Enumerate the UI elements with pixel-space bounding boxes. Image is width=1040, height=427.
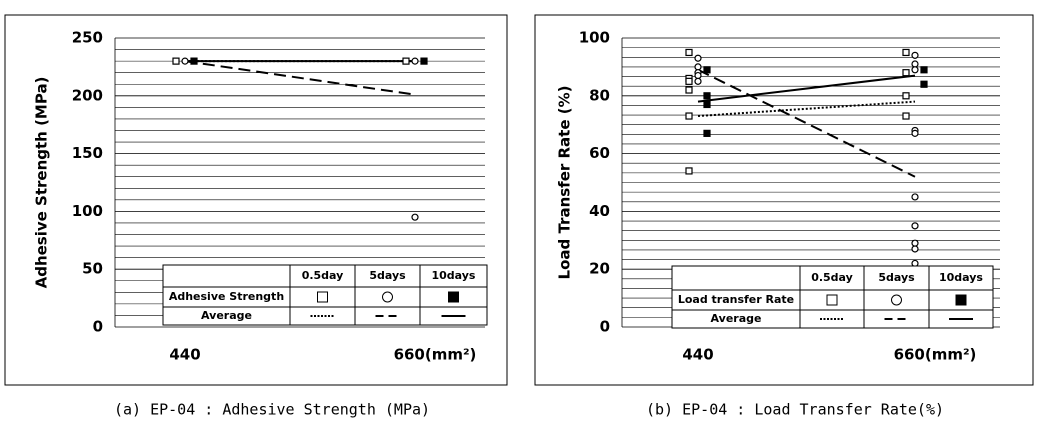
legend-symbol [891,294,902,306]
legend-symbol [448,291,459,303]
y-tick-label: 40 [589,202,610,220]
x-tick-label: 660(mm²) [894,346,977,364]
data-point [902,48,910,57]
data-point [694,54,702,62]
data-point [694,63,702,71]
data-point [703,66,711,74]
data-point [190,57,198,65]
data-point [703,129,711,137]
data-point [703,100,711,109]
y-tick-label: 20 [589,260,610,278]
data-point [685,112,693,120]
y-tick-label: 80 [589,86,610,104]
y-tick-label: 150 [72,144,103,162]
data-point [911,193,919,201]
y-axis-title: Load Transfer Rate (%) [556,86,574,280]
legend-label: 10days [939,271,983,284]
data-point [703,92,711,100]
y-tick-label: 60 [589,144,610,162]
data-point [911,129,919,137]
data-point [902,69,910,77]
y-tick-label: 200 [72,86,103,104]
data-point [420,57,428,65]
data-point [685,48,693,57]
legend-label: 10days [432,269,476,282]
data-point [685,167,693,175]
data-point [411,213,419,221]
legend-symbol [317,291,328,303]
legend-row-label: Average [201,309,252,322]
y-tick-label: 250 [72,29,103,47]
legend-label: 0.5day [302,269,344,282]
average-line [184,60,416,96]
data-point [694,71,702,80]
data-point [911,60,919,68]
x-tick-label: 440 [169,346,200,364]
y-tick-label: 0 [93,318,103,336]
data-point [172,57,180,65]
y-tick-label: 0 [600,318,610,336]
legend-symbol [826,294,838,306]
data-point [181,57,189,65]
x-tick-label: 440 [682,346,713,364]
y-tick-label: 50 [82,260,103,278]
average-line [697,100,916,118]
caption: (b) EP-04 : Load Transfer Rate(%) [646,401,944,419]
legend-symbol [955,294,967,306]
panel-frame [4,14,508,386]
data-point [920,80,928,88]
data-point [920,66,928,74]
average-line [697,74,916,103]
data-point [402,57,410,65]
data-point [911,239,919,247]
data-point [911,222,919,230]
caption: (a) EP-04 : Adhesive Strength (MPa) [114,401,430,419]
y-tick-label: 100 [579,29,610,47]
y-tick-label: 100 [72,202,103,220]
data-point [685,86,693,94]
panel-frame [534,14,1034,386]
legend-row-label: Adhesive Strength [169,290,284,303]
legend-symbol [382,291,393,303]
data-point [911,51,919,59]
data-point [685,77,693,85]
data-point [694,77,702,85]
data-point [902,92,910,100]
data-point [902,112,910,120]
legend-row-label: Load transfer Rate [678,293,794,306]
legend-row-label: Average [711,312,762,325]
average-line [697,68,916,178]
legend-label: 5days [878,271,915,284]
data-point [411,57,419,65]
x-tick-label: 660(mm²) [394,346,477,364]
legend-label: 0.5day [811,271,853,284]
data-point [911,66,919,74]
y-axis-title: Adhesive Strength (MPa) [33,77,51,289]
legend-label: 5days [369,269,406,282]
data-point [911,245,919,253]
